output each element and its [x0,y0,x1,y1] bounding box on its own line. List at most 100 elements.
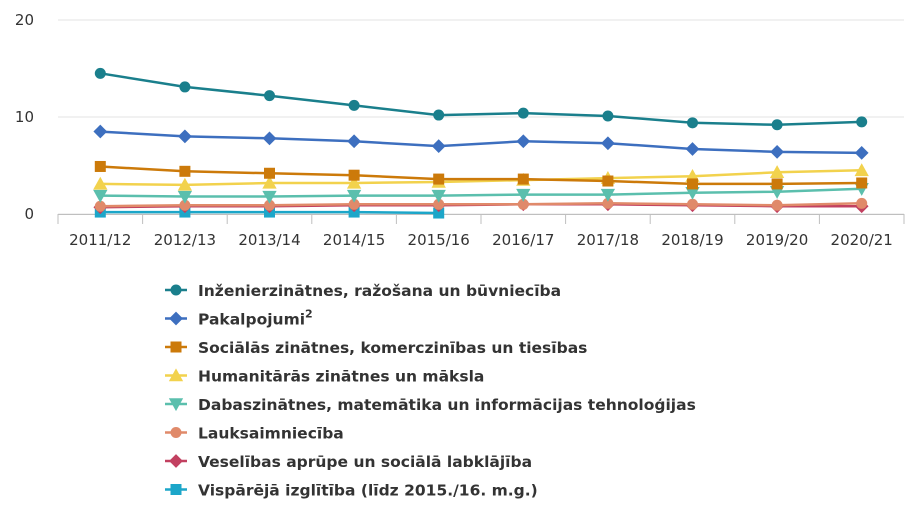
data-point [262,131,277,146]
y-tick-label: 10 [15,108,34,126]
data-point [348,198,360,210]
data-point [769,165,785,179]
legend-label-text: Inženierzinātnes, ražošana un būvniecība [198,282,561,300]
x-tick-label: 2012/13 [154,231,216,249]
legend-marker [168,398,184,412]
data-point [264,90,275,102]
data-point [856,116,868,128]
legend-label-text: Dabaszinātnes, matemātika un informācija… [198,396,696,414]
legend-marker [168,368,184,382]
legend-label: Vispārējā izglītība (līdz 2015./16. m.g.… [198,482,538,500]
series-line [100,187,862,198]
legend-label: Veselības aprūpe un sociālā labklājība [198,453,532,471]
x-tick-label: 2014/15 [323,231,385,249]
data-point [600,188,616,202]
data-point [601,136,615,151]
series-5 [94,197,868,212]
data-point [517,173,529,185]
data-point [178,129,192,144]
data-point [685,186,700,200]
data-point [93,176,108,190]
legend-item[interactable]: Veselības aprūpe un sociālā labklājība [165,453,532,471]
plot-area [93,67,869,219]
data-point [516,188,531,202]
data-point [433,207,445,219]
series-4 [93,183,869,204]
data-point [687,117,698,129]
legend-label-text: Lauksaimniecība [198,425,344,443]
legend-marker [170,341,182,353]
x-tick-label: 2020/21 [831,231,893,249]
x-tick-label: 2013/14 [238,231,300,249]
data-point [687,198,698,210]
legend-item[interactable]: Sociālās zinātnes, komerczinības un ties… [165,339,587,357]
legend-marker [170,484,182,495]
legend-label-superscript: 2 [305,308,313,321]
data-point [94,200,106,212]
x-tick-label: 2017/18 [577,231,639,249]
legend-item[interactable]: Lauksaimniecība [165,425,344,443]
legend-marker [169,311,183,326]
data-point [854,146,869,160]
legend-item[interactable]: Vispārējā izglītība (līdz 2015./16. m.g.… [165,482,538,500]
series-1 [93,124,869,160]
series-line [100,169,862,187]
legend-item[interactable]: Inženierzinātnes, ražošana un būvniecība [165,282,561,300]
data-point [433,173,445,185]
legend-marker [170,284,182,296]
data-point [516,134,531,149]
series-line [100,202,862,208]
data-point [177,190,193,204]
data-point [264,199,275,211]
data-point [348,169,360,181]
legend-label-text: Vispārējā izglītība (līdz 2015./16. m.g.… [198,482,538,500]
data-point [347,134,361,149]
data-point [179,165,191,177]
series-line [100,130,862,155]
legend-label: Humanitārās zinātnes un māksla [198,368,484,386]
data-point [94,160,106,172]
data-point [179,81,191,93]
x-tick-label: 2019/20 [746,231,808,249]
data-point [854,163,869,177]
data-point [262,190,277,204]
data-point [602,110,614,122]
legend-item[interactable]: Pakalpojumi2 [165,308,313,329]
data-point [771,119,783,131]
legend-item[interactable]: Dabaszinātnes, matemātika un informācija… [165,396,696,414]
legend-label-text: Pakalpojumi [198,311,305,329]
x-axis: 2011/12 2012/13 2013/14 2014/15 2015/16 2016/… [57,214,905,249]
data-point [602,197,614,209]
legend[interactable]: Inženierzinātnes, ražošana un būvniecība… [165,282,696,500]
series-0 [94,67,868,131]
y-axis: 0 10 20 [15,11,34,223]
x-tick-label: 2016/17 [492,231,554,249]
y-tick-label: 0 [24,205,34,223]
legend-label: Lauksaimniecība [198,425,344,443]
legend-label: Pakalpojumi2 [198,308,313,329]
data-point [685,142,700,156]
legend-label: Sociālās zinātnes, komerczinības un ties… [198,339,587,357]
x-tick-label: 2011/12 [69,231,131,249]
legend-label: Dabaszinātnes, matemātika un informācija… [198,396,696,414]
data-point [94,67,106,79]
legend-label-text: Sociālās zinātnes, komerczinības un ties… [198,339,587,357]
legend-marker [169,454,183,468]
data-point [433,198,445,210]
data-point [93,124,108,139]
data-point [262,175,277,189]
data-point [770,145,784,159]
series-line [100,72,862,127]
legend-item[interactable]: Humanitārās zinātnes un māksla [165,368,484,386]
data-point [346,189,362,203]
data-point [856,197,868,209]
legend-marker [170,427,182,438]
data-point [177,177,193,191]
series-3 [93,163,869,191]
data-point [517,107,529,119]
data-point [517,198,529,210]
legend-label-text: Veselības aprūpe un sociālā labklājība [198,453,532,471]
data-point [93,189,108,203]
data-point [433,109,445,121]
